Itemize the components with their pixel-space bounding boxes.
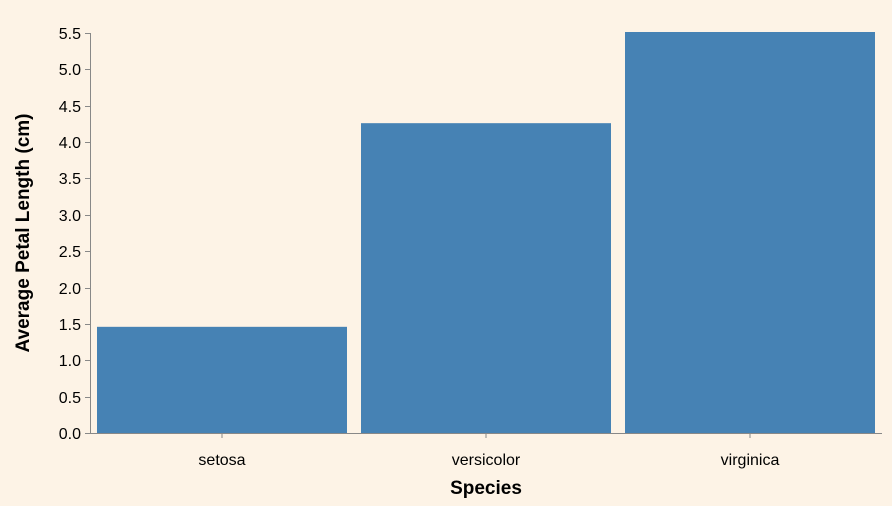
y-axis-title: Average Petal Length (cm) xyxy=(13,114,34,353)
bar-versicolor xyxy=(361,123,611,433)
y-tick-label: 4.5 xyxy=(59,99,81,116)
y-tick-label: 1.5 xyxy=(59,317,81,334)
bar-setosa xyxy=(97,326,347,433)
bars xyxy=(97,32,875,433)
y-tick-label: 2.5 xyxy=(59,244,81,261)
x-axis-ticks: setosa versicolor virginica xyxy=(198,433,779,469)
x-axis-title: Species xyxy=(450,478,522,499)
y-tick-label: 3.5 xyxy=(59,171,81,188)
y-tick-label: 3.0 xyxy=(59,208,81,225)
y-tick-label: 0.5 xyxy=(59,390,81,407)
y-tick-label: 4.0 xyxy=(59,135,81,152)
y-tick-label: 2.0 xyxy=(59,281,81,298)
x-tick-label-virginica: virginica xyxy=(721,452,780,469)
y-tick-label: 0.0 xyxy=(59,426,81,443)
x-tick-label-setosa: setosa xyxy=(198,452,245,469)
y-tick-label: 1.0 xyxy=(59,353,81,370)
y-axis-ticks: 0.0 0.5 1.0 1.5 2.0 2.5 3.0 3.5 4.0 4.5 5.0 5.5 xyxy=(59,26,90,443)
y-tick-label: 5.0 xyxy=(59,62,81,79)
y-tick-label: 5.5 xyxy=(59,26,81,43)
x-tick-label-versicolor: versicolor xyxy=(452,452,521,469)
bar-virginica xyxy=(625,32,875,433)
